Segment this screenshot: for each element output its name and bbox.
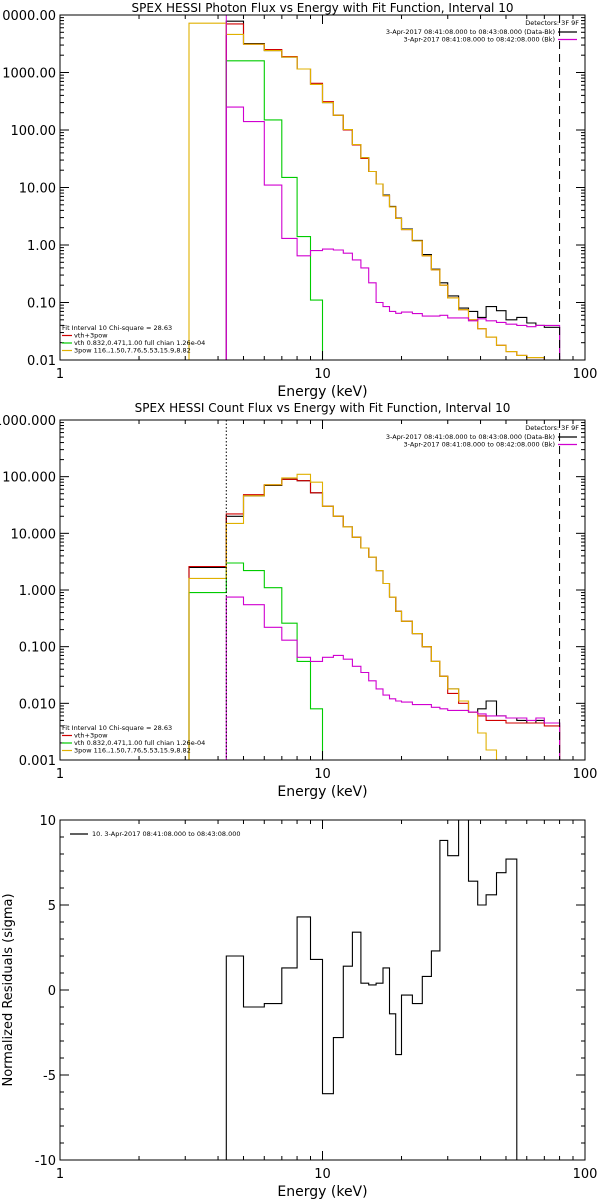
y-tick-label: 1000.000 xyxy=(0,414,56,429)
legend-top-entry: 3-Apr-2017 08:41:08.000 to 08:43:08.000 … xyxy=(386,433,555,441)
y-tick-label: 0.10 xyxy=(27,297,56,312)
legend-bottom-entry: vth 0.832,0.471,1.00 full chian 1.26e-04 xyxy=(74,739,205,747)
x-tick-label: 10 xyxy=(314,367,331,382)
y-tick-label: 1000.00 xyxy=(2,67,56,82)
x-tick-label: 1 xyxy=(56,367,64,382)
y-axis-label: Normalized Residuals (sigma) xyxy=(1,893,16,1086)
y-tick-label: 1.00 xyxy=(27,239,56,254)
x-tick-label: 100 xyxy=(573,1167,598,1182)
series-5-line xyxy=(225,106,561,360)
y-tick-label: -5 xyxy=(43,1069,56,1084)
y-tick-label: -10 xyxy=(35,1154,56,1169)
legend-bottom-entry: 3pow 116.,1.50,7.76,5.53,15.9,8.82 xyxy=(74,747,191,755)
chart-panel-1: SPEX HESSI Photon Flux vs Energy with Fi… xyxy=(2,1,597,400)
legend-top-entry: 3-Apr-2017 08:41:08.000 to 08:42:08.000 … xyxy=(404,36,555,44)
chart-panel-3: 1 10 100 Energy (keV) -10 -5 0 5 10 Normalized Re… xyxy=(1,814,597,1200)
plot-area xyxy=(188,20,561,360)
y-tick-label: 0.001 xyxy=(19,754,56,769)
y-tick-label: 100.00 xyxy=(11,124,57,139)
legend-bottom-entry: vth 0.832,0.471,1.00 full chian 1.26e-04 xyxy=(74,339,205,347)
y-tick-label: 100.000 xyxy=(2,471,56,486)
plot-area xyxy=(225,820,518,1160)
x-axis-label: Energy (keV) xyxy=(277,384,367,400)
y-tick-label: 0.100 xyxy=(19,641,56,656)
y-tick-label: 0000.00 xyxy=(2,9,56,24)
plot-area xyxy=(188,473,561,760)
chart-panel-2: SPEX HESSI Count Flux vs Energy with Fit… xyxy=(0,401,597,800)
legend-detectors: Detectors: 3F 9F xyxy=(525,424,579,432)
series-1-line xyxy=(188,478,561,760)
y-tick-label: 0.010 xyxy=(19,697,56,712)
legend-bottom-entry: vth+3pow xyxy=(74,332,108,340)
series-4-line xyxy=(188,22,560,360)
legend-fit-interval: Fit Interval 10 Chi-square = 28.63 xyxy=(62,724,172,732)
x-axis-label: Energy (keV) xyxy=(277,784,367,800)
chart-title: SPEX HESSI Count Flux vs Energy with Fit… xyxy=(135,401,511,415)
x-tick-label: 10 xyxy=(314,1167,331,1182)
y-tick-label: 10 xyxy=(39,814,56,829)
y-tick-label: 10.000 xyxy=(11,527,57,542)
legend-bottom-entry: vth+3pow xyxy=(74,732,108,740)
series-5-line xyxy=(225,596,561,760)
x-tick-label: 1 xyxy=(56,767,64,782)
y-tick-label: 10.00 xyxy=(19,182,56,197)
legend-entry: 10. 3-Apr-2017 08:41:08.000 to 08:43:08.… xyxy=(92,830,241,838)
legend-bottom-entry: 3pow 116.,1.50,7.76,5.53,15.9,8.82 xyxy=(74,347,191,355)
legend-fit-interval: Fit Interval 10 Chi-square = 28.63 xyxy=(62,324,172,332)
y-tick-label: 0.01 xyxy=(27,354,56,369)
y-tick-label: 1.000 xyxy=(19,584,56,599)
x-tick-label: 100 xyxy=(573,767,598,782)
series-1-line xyxy=(225,20,561,360)
legend-top-entry: 3-Apr-2017 08:41:08.000 to 08:42:08.000 … xyxy=(404,441,555,449)
x-tick-label: 1 xyxy=(56,1167,64,1182)
series-4-line xyxy=(188,473,560,760)
series-1-line xyxy=(225,820,518,1160)
legend-top-entry: 3-Apr-2017 08:41:08.000 to 08:43:08.000 … xyxy=(386,28,555,36)
x-tick-label: 100 xyxy=(573,367,598,382)
series-2-line xyxy=(188,478,561,760)
series-3-line xyxy=(225,60,334,360)
x-axis-label: Energy (keV) xyxy=(277,1184,367,1200)
x-tick-label: 10 xyxy=(314,767,331,782)
y-tick-label: 5 xyxy=(48,899,56,914)
legend-detectors: Detectors: 3F 9F xyxy=(525,19,579,27)
chart-title: SPEX HESSI Photon Flux vs Energy with Fi… xyxy=(132,1,514,15)
series-2-line xyxy=(225,23,560,360)
y-tick-label: 0 xyxy=(48,984,56,999)
